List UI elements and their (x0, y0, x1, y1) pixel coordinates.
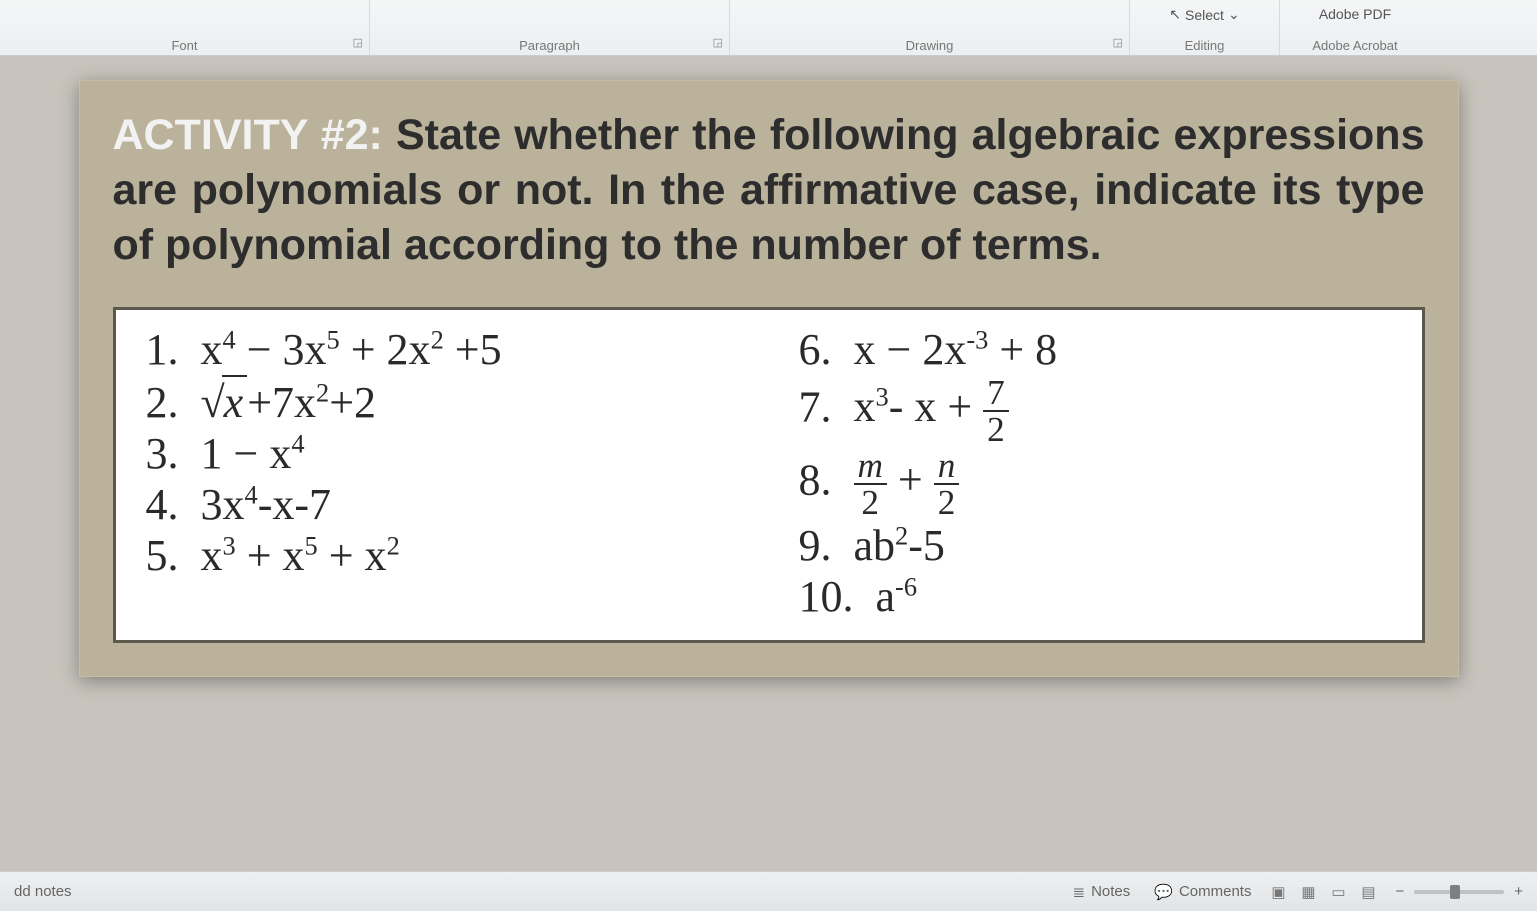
expr-body: 3x4-x-7 (201, 480, 332, 529)
expr-body: x − 2x-3 + 8 (854, 325, 1058, 374)
expr-number: 10. (799, 572, 854, 621)
notes-button[interactable]: ≣ Notes (1060, 883, 1142, 901)
expression-item: 2. √x+7x2+2 (146, 375, 739, 428)
activity-tag: ACTIVITY #2: (113, 111, 383, 159)
expr-number: 4. (146, 480, 179, 529)
expr-body: m2 + n2 (854, 455, 960, 504)
cursor-icon: ↖ (1169, 6, 1181, 23)
activity-prompt: ACTIVITY #2: State whether the following… (113, 108, 1425, 273)
ribbon-group-drawing: Styles ⌄ Shape Effects ⌄ Drawing ◲ (730, 0, 1130, 55)
view-normal-button[interactable]: ▣ (1263, 879, 1293, 905)
expression-item: 4. 3x4-x-7 (146, 479, 739, 530)
expr-body: 1 − x4 (201, 429, 305, 478)
expr-body: x3 + x5 + x2 (201, 531, 400, 580)
notes-icon: ≣ (1072, 883, 1085, 901)
ribbon: Font ◲ Paragraph ◲ Styles ⌄ Shape Effect… (0, 0, 1537, 56)
expr-number: 6. (799, 325, 832, 374)
ribbon-drawing-label: Drawing (906, 38, 954, 53)
expr-body: x3- x + 72 (854, 382, 1009, 431)
expr-number: 2. (146, 378, 179, 427)
expression-item: 1. x4 − 3x5 + 2x2 +5 (146, 324, 739, 375)
add-notes-button[interactable]: dd notes (14, 883, 72, 900)
zoom-control[interactable]: − + (1383, 883, 1523, 900)
ribbon-editing-label: Editing (1185, 38, 1225, 53)
dialog-launcher-icon[interactable]: ◲ (713, 36, 723, 49)
zoom-out-icon[interactable]: − (1395, 883, 1404, 900)
expr-number: 1. (146, 325, 179, 374)
expression-item: 10. a-6 (799, 571, 1392, 622)
view-reading-button[interactable]: ▭ (1323, 879, 1353, 905)
expressions-left-col: 1. x4 − 3x5 + 2x2 +52. √x+7x2+23. 1 − x4… (146, 324, 739, 622)
ribbon-group-adobe: Adobe PDF Adobe Acrobat (1280, 0, 1430, 55)
expr-body: ab2-5 (854, 521, 945, 570)
ribbon-font-label: Font (171, 38, 197, 53)
expr-body: x4 − 3x5 + 2x2 +5 (201, 325, 502, 374)
zoom-slider-track[interactable] (1414, 890, 1504, 894)
select-dropdown[interactable]: ↖ Select ⌄ (1163, 4, 1245, 25)
comments-button[interactable]: 💬 Comments (1142, 883, 1263, 901)
view-slideshow-button[interactable]: ▤ (1353, 879, 1383, 905)
ribbon-adobe-label: Adobe Acrobat (1312, 38, 1397, 53)
slide-stage: ACTIVITY #2: State whether the following… (0, 56, 1537, 871)
ribbon-group-font: Font ◲ (0, 0, 370, 55)
expressions-panel: 1. x4 − 3x5 + 2x2 +52. √x+7x2+23. 1 − x4… (113, 307, 1425, 643)
ribbon-group-paragraph: Paragraph ◲ (370, 0, 730, 55)
expr-number: 5. (146, 531, 179, 580)
adobe-pdf-button[interactable]: Adobe PDF (1313, 4, 1397, 24)
comment-icon: 💬 (1154, 883, 1173, 901)
zoom-in-icon[interactable]: + (1514, 883, 1523, 900)
expression-item: 9. ab2-5 (799, 520, 1392, 571)
status-bar: dd notes ≣ Notes 💬 Comments ▣ ▦ ▭ ▤ − + (0, 871, 1537, 911)
ribbon-group-editing: ↖ Select ⌄ Editing (1130, 0, 1280, 55)
expr-number: 9. (799, 521, 832, 570)
expression-item: 3. 1 − x4 (146, 428, 739, 479)
slide[interactable]: ACTIVITY #2: State whether the following… (79, 80, 1459, 677)
view-sorter-button[interactable]: ▦ (1293, 879, 1323, 905)
dialog-launcher-icon[interactable]: ◲ (353, 36, 363, 49)
expression-item: 6. x − 2x-3 + 8 (799, 324, 1392, 375)
expr-number: 7. (799, 382, 832, 431)
expression-item: 7. x3- x + 72 (799, 375, 1392, 447)
expr-number: 8. (799, 455, 832, 504)
expression-item: 8. m2 + n2 (799, 448, 1392, 520)
expressions-right-col: 6. x − 2x-3 + 87. x3- x + 728. m2 + n29.… (799, 324, 1392, 622)
expr-number: 3. (146, 429, 179, 478)
expression-item: 5. x3 + x5 + x2 (146, 530, 739, 581)
ribbon-paragraph-label: Paragraph (519, 38, 580, 53)
chevron-down-icon: ⌄ (1228, 6, 1240, 23)
expr-body: √x+7x2+2 (201, 378, 377, 427)
zoom-slider-thumb[interactable] (1450, 885, 1460, 899)
expr-body: a-6 (876, 572, 918, 621)
dialog-launcher-icon[interactable]: ◲ (1113, 36, 1123, 49)
